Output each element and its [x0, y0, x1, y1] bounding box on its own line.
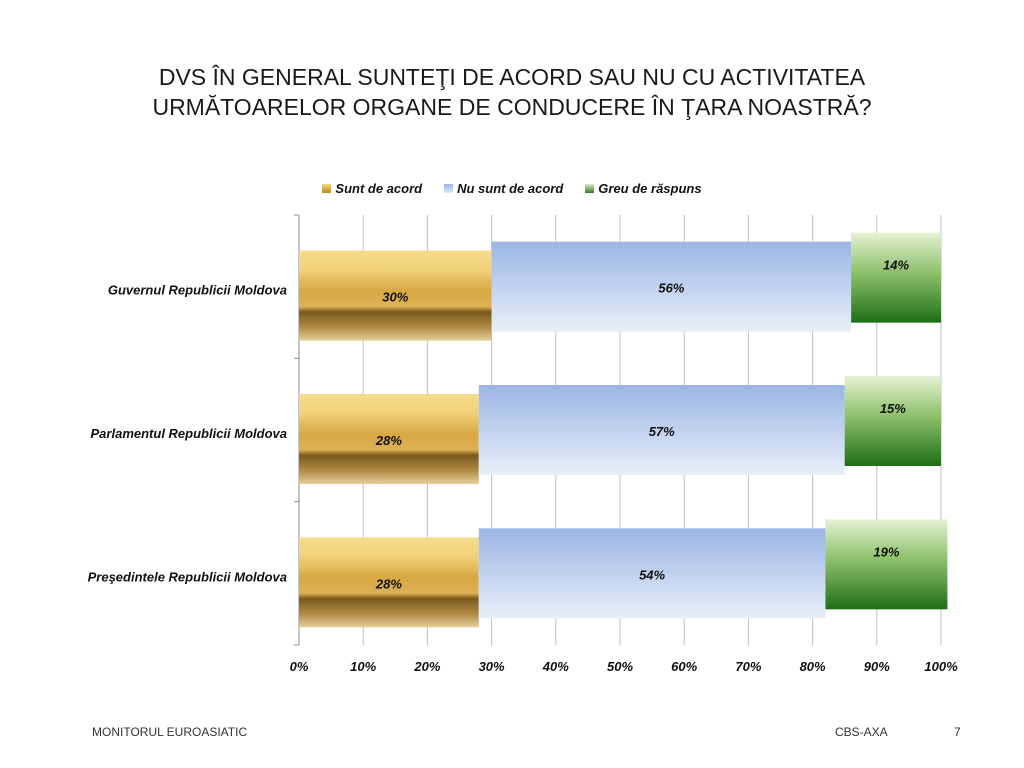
x-tick-label: 20% — [413, 659, 440, 674]
data-label-sunt-de-acord: 28% — [375, 576, 402, 591]
labels: 0% 10% 20% 30% 40% 50% 60% 70% 80% 90% 100% Guvernu… — [88, 258, 958, 674]
bar-nu-sunt-de-acord — [478, 385, 845, 475]
data-label-sunt-de-acord: 28% — [375, 433, 402, 448]
data-label-nu-sunt-de-acord: 54% — [639, 567, 665, 582]
footer-company: CBS-AXA — [835, 725, 888, 739]
x-tick-label: 90% — [864, 659, 890, 674]
title-line-2: URMĂTOARELOR ORGANE DE CONDUCERE ÎN ŢARA… — [152, 94, 872, 120]
data-label-nu-sunt-de-acord: 56% — [658, 281, 684, 296]
page-number: 7 — [954, 725, 961, 739]
x-tick-label: 80% — [800, 659, 826, 674]
x-tick-label: 30% — [479, 659, 505, 674]
category-label: Parlamentul Republicii Moldova — [91, 426, 287, 441]
bar-greu-de-raspuns — [851, 232, 941, 323]
x-tick-label: 60% — [671, 659, 697, 674]
x-tick-label: 50% — [607, 659, 633, 674]
legend-label-sunt-de-acord: Sunt de acord — [335, 180, 423, 196]
bar-nu-sunt-de-acord — [491, 241, 852, 332]
bars — [299, 232, 948, 628]
bar-sunt-de-acord — [299, 537, 479, 628]
title-line-1: DVS ÎN GENERAL SUNTEŢI DE ACORD SAU NU C… — [158, 64, 866, 90]
bar-greu-de-raspuns — [825, 519, 948, 610]
legend-label-nu-sunt-de-acord: Nu sunt de acord — [457, 180, 564, 196]
x-tick-label: 0% — [290, 659, 309, 674]
data-label-greu-de-raspuns: 15% — [880, 401, 906, 416]
legend-swatch-sunt-de-acord — [322, 183, 332, 193]
bar-sunt-de-acord — [299, 394, 479, 484]
slide-title: DVS ÎN GENERAL SUNTEŢI DE ACORD SAU NU C… — [62, 62, 962, 122]
stacked-bar-chart: 0% 10% 20% 30% 40% 50% 60% 70% 80% 90% 100% Guvernu… — [88, 214, 958, 674]
data-label-sunt-de-acord: 30% — [382, 290, 408, 305]
legend-label-greu-de-raspuns: Greu de răspuns — [598, 180, 702, 196]
x-tick-label: 100% — [924, 659, 958, 674]
category-label: Preşedintele Republicii Moldova — [88, 569, 287, 584]
x-tick-label: 10% — [350, 659, 376, 674]
chart-legend: Sunt de acord Nu sunt de acord Greu de r… — [0, 178, 1024, 198]
data-label-greu-de-raspuns: 19% — [873, 544, 899, 559]
bar-nu-sunt-de-acord — [478, 528, 826, 619]
legend-swatch-greu-de-raspuns — [585, 183, 595, 193]
legend-item-greu-de-raspuns: Greu de răspuns — [585, 178, 702, 198]
legend-item-sunt-de-acord: Sunt de acord — [322, 178, 422, 198]
legend-item-nu-sunt-de-acord: Nu sunt de acord — [444, 178, 563, 198]
footer-source: MONITORUL EUROASIATIC — [92, 725, 248, 739]
data-label-nu-sunt-de-acord: 57% — [649, 424, 675, 439]
legend-swatch-nu-sunt-de-acord — [444, 183, 454, 193]
bar-greu-de-raspuns — [844, 376, 941, 466]
bar-sunt-de-acord — [299, 250, 492, 341]
x-tick-label: 70% — [735, 659, 761, 674]
data-label-greu-de-raspuns: 14% — [883, 258, 909, 273]
x-tick-label: 40% — [542, 659, 569, 674]
category-label: Guvernul Republicii Moldova — [108, 283, 287, 298]
